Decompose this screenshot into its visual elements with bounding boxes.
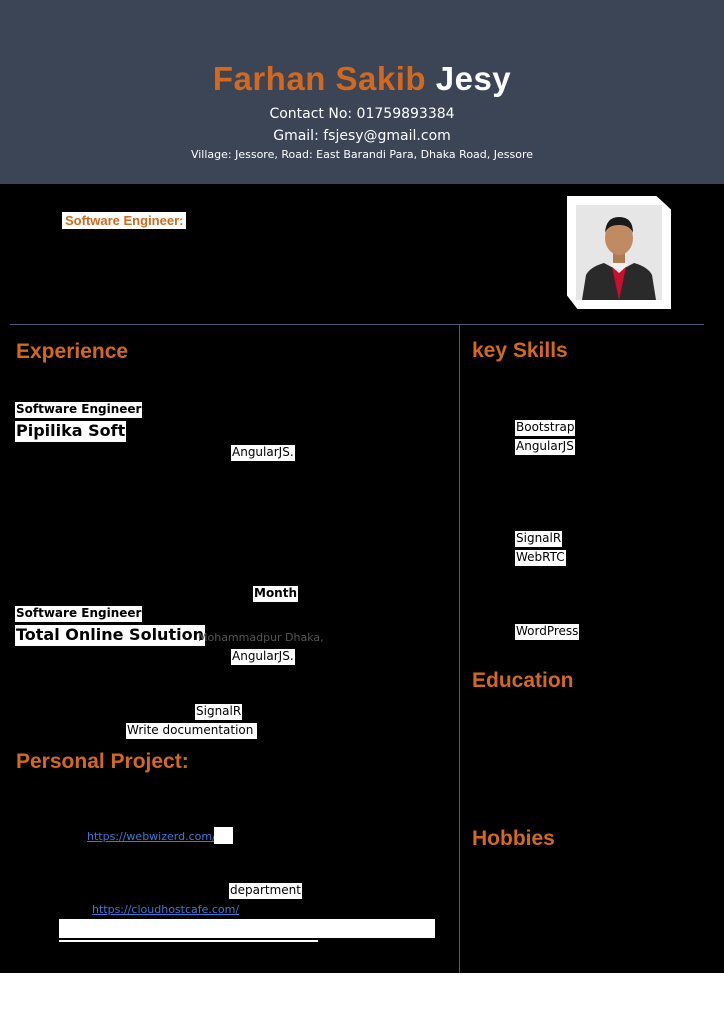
section-divider-horizontal (10, 324, 704, 325)
skill-wordpress: WordPress (515, 624, 580, 640)
skill-signalr: SignalR (515, 531, 563, 547)
profile-photo (567, 196, 671, 309)
job2-company: Total Online Solution (15, 625, 205, 646)
profile-photo-image (576, 205, 662, 300)
job1-company: Pipilika Soft (15, 421, 127, 442)
job2-tech-signalr: SignalR (195, 704, 243, 720)
section-divider-vertical (459, 325, 460, 973)
job1-tech: AngularJS. (231, 445, 295, 461)
skill-bootstrap: Bootstrap (515, 420, 576, 436)
job2-task: Write documentation (126, 723, 258, 739)
key-skills-heading: key Skills (472, 339, 568, 362)
profile-title: Software Engineer: (62, 212, 187, 229)
email-line: Gmail: fsjesy@gmail.com (273, 128, 451, 144)
resume-header: Farhan Sakib Jesy Contact No: 0175989338… (0, 0, 724, 184)
redacted-block (214, 827, 233, 844)
resume-body (0, 184, 724, 973)
skill-angularjs: AngularJS (515, 439, 575, 455)
project-link-cloudhostcafe[interactable]: https://cloudhostcafe.com/ (92, 903, 240, 916)
experience-heading: Experience (16, 340, 129, 363)
person-silhouette-icon (576, 205, 662, 300)
hobbies-heading: Hobbies (472, 827, 555, 850)
last-name: Jesy (435, 60, 512, 97)
job2-role: Software Engineer (15, 606, 143, 622)
project-department: department (229, 883, 302, 899)
personal-project-heading: Personal Project: (16, 750, 189, 773)
education-heading: Education (472, 669, 574, 692)
first-name: Farhan Sakib (212, 60, 427, 97)
job2-location: Mohammadpur Dhaka, (198, 631, 324, 644)
project-link-webwizerd[interactable]: https://webwizerd.com/ (87, 830, 216, 843)
skill-webrtc: WebRTC (515, 550, 566, 566)
redacted-bar (59, 919, 435, 938)
job2-duration: Month (253, 586, 299, 602)
job2-tech: AngularJS. (231, 649, 295, 665)
redacted-underline (59, 940, 318, 942)
contact-number: Contact No: 01759893384 (269, 106, 455, 122)
job1-role: Software Engineer (15, 402, 143, 418)
candidate-name: Farhan Sakib Jesy (0, 60, 724, 98)
address-line: Village: Jessore, Road: East Barandi Par… (190, 148, 534, 161)
